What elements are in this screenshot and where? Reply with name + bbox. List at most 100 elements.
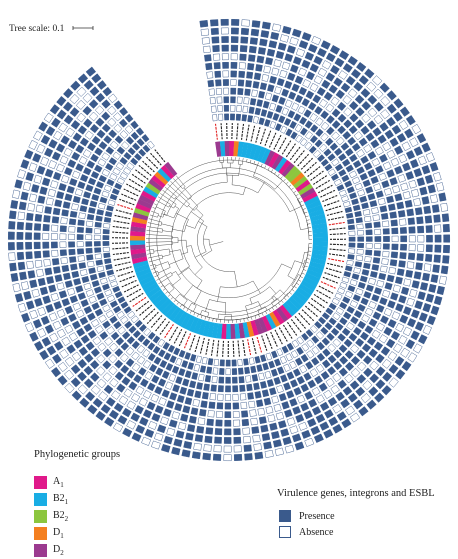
gene-absent-cell — [169, 374, 176, 382]
gene-present-cell — [185, 397, 192, 404]
gene-present-cell — [225, 420, 231, 426]
gene-present-cell — [80, 174, 88, 181]
group-segment-d2 — [225, 141, 230, 156]
gene-absent-cell — [423, 325, 432, 334]
gene-absent-cell — [379, 173, 387, 181]
gene-present-cell — [423, 303, 431, 312]
gene-present-cell — [355, 95, 364, 104]
gene-present-cell — [214, 437, 221, 444]
gene-present-cell — [353, 205, 360, 211]
gene-present-cell — [256, 400, 263, 407]
gene-present-cell — [382, 180, 390, 187]
gene-absent-cell — [333, 404, 342, 413]
tree-branch — [208, 313, 209, 318]
gene-present-cell — [19, 202, 26, 210]
presence-swatch — [279, 510, 291, 522]
gene-present-cell — [285, 54, 293, 62]
gene-present-cell — [162, 371, 169, 379]
tree-branch — [246, 306, 249, 318]
gene-present-cell — [231, 28, 238, 34]
gene-absent-cell — [120, 354, 128, 362]
tree-branch — [183, 285, 193, 297]
gene-present-cell — [293, 57, 301, 65]
gene-present-cell — [302, 98, 310, 106]
gene-present-cell — [132, 143, 140, 151]
gene-present-cell — [305, 52, 314, 60]
gene-present-cell — [274, 377, 281, 385]
gene-absent-cell — [399, 120, 408, 129]
tree-branch — [250, 298, 252, 304]
gene-present-cell — [415, 207, 422, 214]
gene-absent-cell — [265, 371, 271, 378]
gene-present-cell — [253, 81, 259, 88]
tree-branch — [278, 174, 280, 176]
tree-branch — [148, 255, 162, 258]
gene-present-cell — [69, 249, 76, 255]
gene-present-cell — [15, 180, 23, 189]
gene-present-cell — [402, 163, 410, 171]
tree-branch — [262, 313, 263, 316]
gene-present-cell — [214, 62, 220, 69]
gene-present-cell — [339, 317, 347, 325]
gene-present-cell — [94, 248, 101, 253]
gene-present-cell — [301, 354, 308, 362]
tree-scale-bar: Tree scale: 0.1 — [9, 24, 93, 34]
gene-present-cell — [70, 107, 79, 116]
gene-present-cell — [46, 304, 54, 312]
tree-branch — [162, 224, 174, 227]
gene-present-cell — [86, 342, 95, 351]
gene-present-cell — [280, 375, 287, 383]
gene-present-cell — [287, 343, 294, 350]
gene-present-cell — [291, 132, 298, 140]
gene-absent-cell — [44, 113, 53, 123]
isolate-label-mark — [115, 262, 131, 265]
isolate-label-mark — [217, 340, 219, 356]
gene-absent-cell — [110, 281, 117, 287]
gene-absent-cell — [109, 343, 117, 351]
gene-absent-cell — [418, 156, 426, 165]
isolate-label-mark — [242, 124, 244, 140]
gene-absent-cell — [382, 359, 391, 368]
tree-branch — [239, 165, 241, 176]
gene-present-cell — [70, 211, 77, 217]
gene-present-cell — [59, 183, 67, 191]
isolate-label-mark — [308, 167, 320, 177]
tree-branch — [265, 307, 267, 311]
gene-absent-cell — [381, 96, 390, 106]
gene-present-cell — [406, 115, 415, 125]
gene-present-cell — [400, 107, 409, 117]
gene-absent-cell — [254, 444, 262, 451]
gene-present-cell — [367, 337, 376, 346]
gene-absent-cell — [208, 410, 215, 417]
gene-absent-cell — [379, 335, 388, 344]
gene-present-cell — [155, 386, 163, 394]
gene-present-cell — [78, 293, 86, 300]
gene-present-cell — [354, 82, 363, 91]
gene-present-cell — [441, 266, 448, 274]
gene-present-cell — [379, 273, 386, 280]
tree-branch — [197, 314, 198, 317]
gene-absent-cell — [264, 66, 271, 73]
tree-branch — [187, 246, 192, 247]
gene-present-cell — [375, 236, 381, 241]
gene-present-cell — [128, 147, 136, 155]
gene-present-cell — [255, 356, 261, 363]
gene-absent-cell — [396, 323, 405, 332]
gene-absent-cell — [48, 189, 56, 197]
gene-present-cell — [420, 282, 428, 290]
gene-absent-cell — [345, 291, 353, 298]
gene-absent-cell — [384, 188, 392, 195]
gene-present-cell — [232, 368, 237, 374]
gene-present-cell — [398, 210, 405, 217]
gene-present-cell — [437, 286, 445, 295]
gene-present-cell — [330, 45, 340, 54]
gene-absent-cell — [381, 110, 390, 119]
gene-absent-cell — [143, 390, 151, 398]
gene-present-cell — [90, 274, 97, 280]
gene-present-cell — [353, 160, 361, 168]
gene-present-cell — [126, 359, 134, 367]
gene-present-cell — [110, 301, 118, 308]
gene-present-cell — [88, 178, 96, 185]
gene-absent-cell — [407, 262, 414, 269]
gene-absent-cell — [346, 322, 354, 330]
